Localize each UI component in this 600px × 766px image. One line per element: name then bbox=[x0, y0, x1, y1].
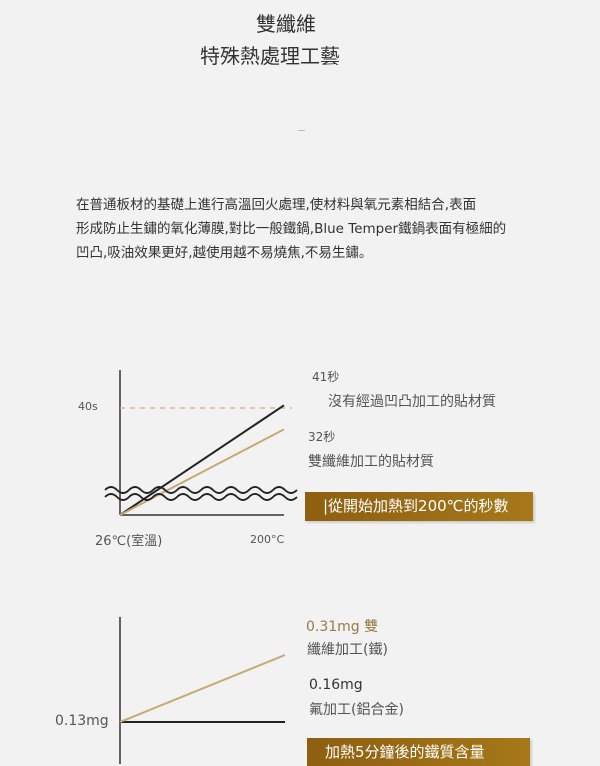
chart2-title-banner: 加熱5分鐘後的鐵質含量 bbox=[307, 738, 530, 766]
y-tick-label: 40s bbox=[78, 400, 98, 413]
chart2-series-double-fiber bbox=[119, 654, 286, 723]
description-line: 在普通板材的基礎上進行高溫回火處理,使材料與氧元素相結合,表面 bbox=[76, 197, 477, 213]
chart1-series-double-fiber bbox=[119, 428, 285, 516]
series-value-label: 0.16mg bbox=[309, 677, 363, 693]
x-tick-label: 200°C bbox=[250, 533, 285, 546]
chart1-title-banner: |從開始加熱到200℃的秒數 bbox=[305, 492, 533, 521]
series-value-label: 32秒 bbox=[308, 430, 336, 444]
series-value-label: 41秒 bbox=[312, 370, 340, 384]
title-line-1: 雙纖維 bbox=[256, 12, 316, 36]
axis-break-wave bbox=[104, 486, 298, 494]
chart1-series-no-texture bbox=[119, 404, 285, 516]
series-name-label: 雙纖維加工的貼材質 bbox=[308, 454, 434, 470]
title-line-2: 特殊熱處理工藝 bbox=[200, 44, 340, 68]
series-name-label: 氟加工(鋁合金) bbox=[309, 702, 404, 718]
description-line: 形成防止生鏽的氧化薄膜,對比一般鐵鍋,Blue Temper鐵鍋表面有極細的 bbox=[76, 221, 507, 237]
divider bbox=[298, 130, 305, 131]
description: 在普通板材的基礎上進行高溫回火處理,使材料與氧元素相結合,表面 形成防止生鏽的氧… bbox=[76, 193, 506, 265]
axis-break-wave bbox=[104, 493, 298, 501]
series-value-label: 0.31mg 雙 bbox=[306, 619, 379, 635]
description-line: 凹凸,吸油效果更好,越使用越不易燒焦,不易生鏽。 bbox=[76, 245, 373, 261]
x-tick-label: 26℃(室溫) bbox=[95, 534, 163, 549]
series-name-label: 沒有經過凹凸加工的貼材質 bbox=[328, 394, 496, 410]
y-tick-label: 0.13mg bbox=[55, 713, 109, 729]
series-name-label: 纖維加工(鐵) bbox=[307, 642, 388, 658]
